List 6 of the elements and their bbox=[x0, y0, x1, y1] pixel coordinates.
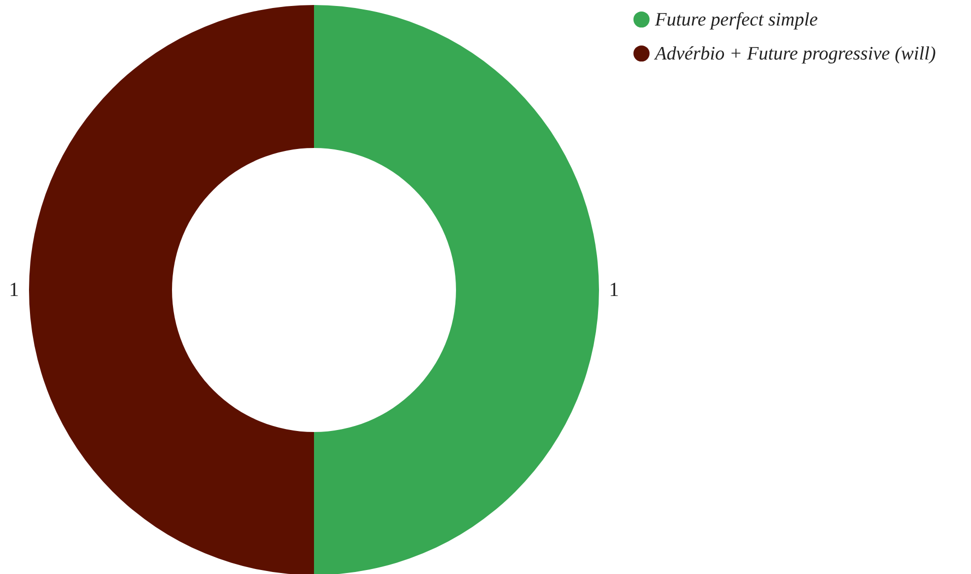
data-label: 1 bbox=[609, 279, 619, 301]
legend-label: Advérbio + Future progressive (will) bbox=[653, 44, 936, 64]
legend-label: Future perfect simple bbox=[654, 10, 818, 30]
donut-slice bbox=[314, 5, 598, 574]
donut-slice bbox=[30, 5, 314, 574]
data-label: 1 bbox=[9, 279, 19, 301]
